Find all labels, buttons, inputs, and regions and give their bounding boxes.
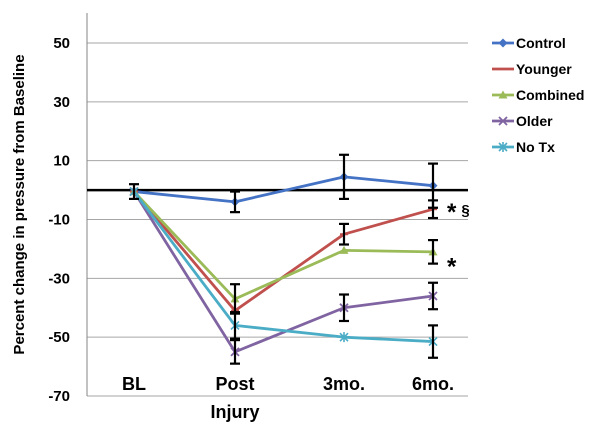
y-tick-label: -70: [48, 388, 70, 405]
series-line-younger: [132, 190, 434, 313]
legend-marker-no-tx: [498, 142, 508, 152]
significance-annotation: *: [447, 254, 457, 281]
significance-annotation: * §: [447, 199, 470, 226]
y-tick-label: -50: [48, 329, 70, 346]
x-axis-title: Injury: [210, 402, 259, 422]
y-tick-label: 50: [53, 35, 70, 52]
series-line-control: [133, 175, 434, 204]
data-point-no-tx: [339, 332, 349, 343]
series-line-no-tx: [132, 190, 434, 343]
y-axis-title: Percent change in pressure from Baseline: [11, 54, 28, 354]
legend-label-older: Older: [516, 113, 553, 129]
x-category-label: 6mo.: [412, 374, 454, 394]
series-line-older: [132, 190, 434, 354]
x-category-label: Post: [215, 374, 254, 394]
x-category-label: 3mo.: [323, 374, 365, 394]
y-tick-label: 30: [53, 94, 70, 111]
y-tick-label: -30: [48, 270, 70, 287]
y-tick-label: -10: [48, 212, 70, 229]
data-point-combined: [339, 245, 349, 254]
legend-marker-combined: [498, 90, 508, 99]
series-line-combined: [132, 190, 434, 301]
x-category-label: BL: [122, 374, 146, 394]
legend-marker-control: [498, 38, 508, 48]
legend-label-no-tx: No Tx: [516, 139, 555, 155]
legend-marker-older: [498, 116, 508, 126]
legend-label-younger: Younger: [516, 61, 572, 77]
legend-label-control: Control: [516, 35, 566, 51]
y-tick-label: 10: [53, 153, 70, 170]
legend-label-combined: Combined: [516, 87, 584, 103]
